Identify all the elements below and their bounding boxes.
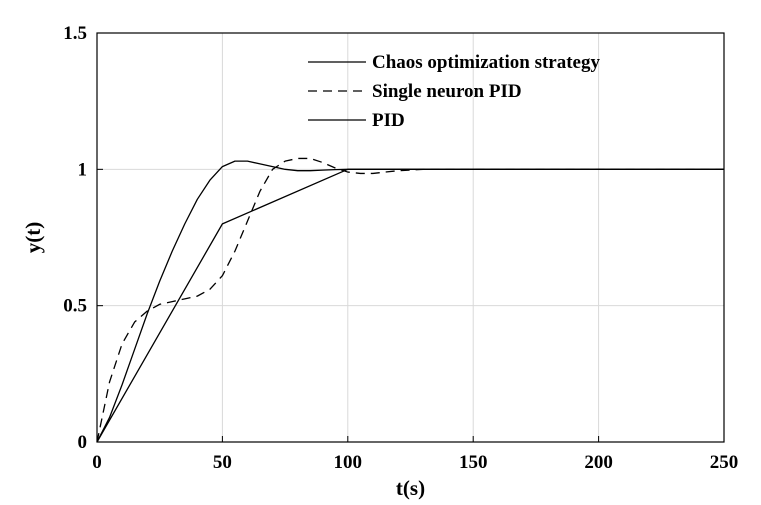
x-tick-label: 100	[334, 452, 363, 473]
x-axis-label: t(s)	[396, 476, 425, 500]
axis-ticks: 0 50 100 150 200 250 0 0.5 1 1.5	[63, 23, 738, 473]
y-tick-label: 1	[78, 159, 88, 180]
legend: Chaos optimization strategy Single neuro…	[308, 52, 600, 131]
plot-area	[96, 32, 725, 443]
y-tick-label: 0.5	[63, 296, 87, 317]
legend-label-single-neuron-pid: Single neuron PID	[372, 81, 522, 102]
y-tick-label: 0	[78, 432, 88, 453]
x-tick-label: 0	[92, 452, 102, 473]
single-neuron-pid-line	[96, 157, 724, 443]
x-tick-label: 150	[459, 452, 488, 473]
legend-label-pid: PID	[372, 110, 405, 131]
x-tick-label: 50	[213, 452, 232, 473]
y-tick-label: 1.5	[63, 23, 87, 44]
x-tick-label: 250	[710, 452, 739, 473]
legend-label-chaos-optimization-strategy: Chaos optimization strategy	[372, 52, 600, 73]
pid-line	[96, 168, 724, 443]
y-axis-label: y(t)	[21, 222, 45, 253]
x-tick-label: 200	[584, 452, 613, 473]
plot-lines	[96, 157, 724, 443]
